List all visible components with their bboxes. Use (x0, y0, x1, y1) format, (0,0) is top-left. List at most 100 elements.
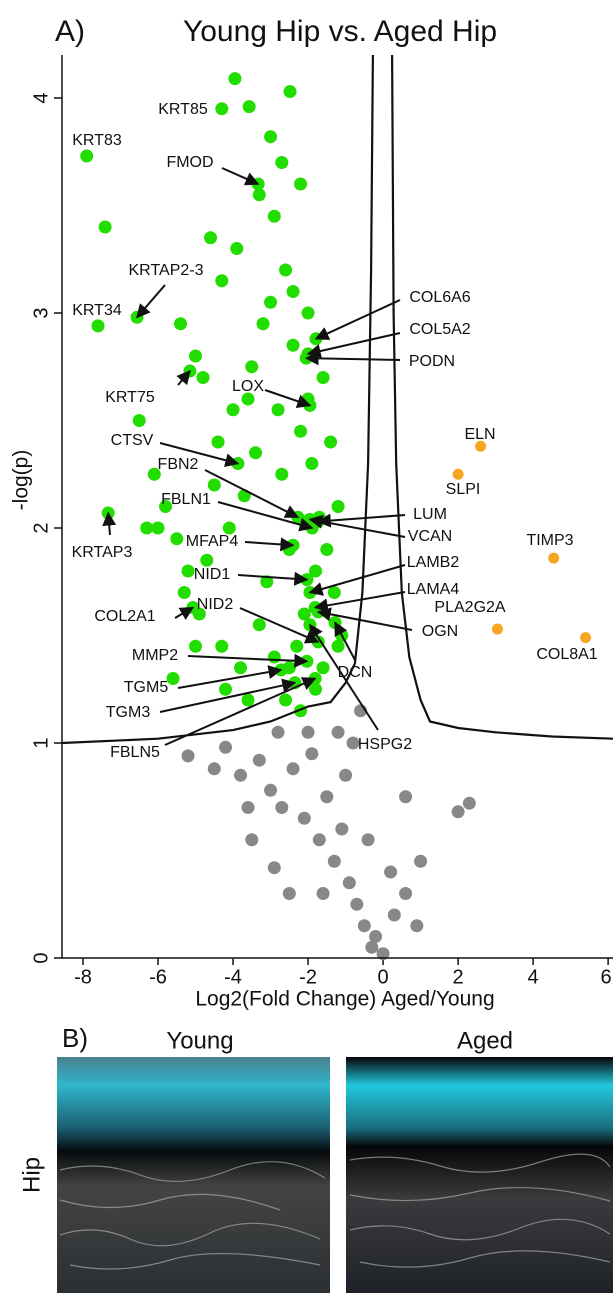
point (197, 371, 210, 384)
point (320, 790, 333, 803)
point (350, 898, 363, 911)
panel-label: A) (55, 15, 85, 48)
point (272, 403, 285, 416)
point (339, 769, 352, 782)
gene-label: KRTAP2-3 (129, 262, 204, 279)
point (219, 683, 232, 696)
point (140, 522, 153, 535)
point (264, 130, 277, 143)
y-axis-label: -log(p) (10, 450, 33, 511)
point (548, 553, 559, 564)
y-tick-label: 3 (30, 307, 52, 318)
gene-label: KRTAP3 (72, 544, 133, 561)
point (410, 919, 423, 932)
gene-label: FMOD (166, 154, 213, 171)
point (208, 479, 221, 492)
gene-label: FBLN1 (161, 491, 211, 508)
x-tick-label: 2 (453, 966, 464, 988)
gene-label: COL6A6 (409, 289, 470, 306)
point (215, 274, 228, 287)
point (305, 457, 318, 470)
gene-arrow (310, 519, 405, 537)
gene-arrow (318, 515, 405, 522)
point (332, 640, 345, 653)
gene-label: OGN (422, 623, 458, 640)
point (268, 861, 281, 874)
point (80, 150, 93, 163)
point (242, 801, 255, 814)
point (384, 866, 397, 879)
point (167, 672, 180, 685)
gene-arrow (310, 565, 405, 593)
point (215, 640, 228, 653)
y-tick-label: 2 (30, 522, 52, 533)
gene-label: FBN2 (158, 456, 199, 473)
gene-label: VCAN (408, 528, 452, 545)
point (268, 210, 281, 223)
gene-label: MFAP4 (186, 533, 239, 550)
point (302, 307, 315, 320)
gene-label: KRT34 (72, 302, 122, 319)
gene-label: KRT83 (72, 132, 122, 149)
page: {"chart_data": {"type": "scatter", "pane… (0, 0, 613, 1293)
point (264, 784, 277, 797)
gene-label: LUM (413, 506, 447, 523)
point (290, 640, 303, 653)
point (208, 762, 221, 775)
y-tick-label: 4 (30, 92, 52, 103)
x-axis-label: Log2(Fold Change) Aged/Young (195, 988, 494, 1011)
y-tick-label: 1 (30, 737, 52, 748)
gene-label: HSPG2 (358, 736, 412, 753)
gene-arrow (188, 656, 307, 661)
point (284, 85, 297, 98)
gene-label: NID1 (194, 566, 231, 583)
plot-area: -8-6-4-2024601234KRT85KRT83FMODKRTAP2-3K… (30, 55, 613, 988)
point (343, 876, 356, 889)
point (302, 726, 315, 739)
gene-label: COL5A2 (409, 321, 470, 338)
point (294, 178, 307, 191)
point (200, 554, 213, 567)
point (399, 790, 412, 803)
point (242, 694, 255, 707)
x-tick-label: -6 (149, 966, 167, 988)
point (275, 468, 288, 481)
point (283, 887, 296, 900)
gene-label: NID2 (197, 596, 234, 613)
point (492, 624, 503, 635)
column-label: Young (166, 1027, 233, 1054)
x-tick-label: 4 (528, 966, 539, 988)
gene-label: TGM3 (106, 704, 151, 721)
point (182, 565, 195, 578)
point (332, 726, 345, 739)
gene-arrow (306, 358, 400, 360)
point (174, 317, 187, 330)
point (453, 469, 464, 480)
point (463, 797, 476, 810)
point (328, 855, 341, 868)
point (388, 909, 401, 922)
point (279, 694, 292, 707)
point (234, 769, 247, 782)
point (178, 586, 191, 599)
point (182, 749, 195, 762)
point (133, 414, 146, 427)
point (257, 317, 270, 330)
gene-label: MMP2 (132, 647, 178, 664)
point (294, 425, 307, 438)
gene-label: LAMA4 (407, 581, 460, 598)
gene-label: SLPI (446, 481, 481, 498)
point (189, 640, 202, 653)
point (219, 741, 232, 754)
point (268, 651, 281, 664)
point (298, 812, 311, 825)
gene-label: COL2A1 (94, 608, 155, 625)
x-tick-label: -2 (299, 966, 317, 988)
gene-arrow (222, 168, 258, 184)
gene-label: CTSV (111, 432, 154, 449)
figure: A) Young Hip vs. Aged Hip Log2(Fold Chan… (0, 0, 613, 1293)
point (317, 371, 330, 384)
point (249, 446, 262, 459)
micrograph-aged (346, 1057, 613, 1293)
gene-label: KRT85 (158, 101, 208, 118)
